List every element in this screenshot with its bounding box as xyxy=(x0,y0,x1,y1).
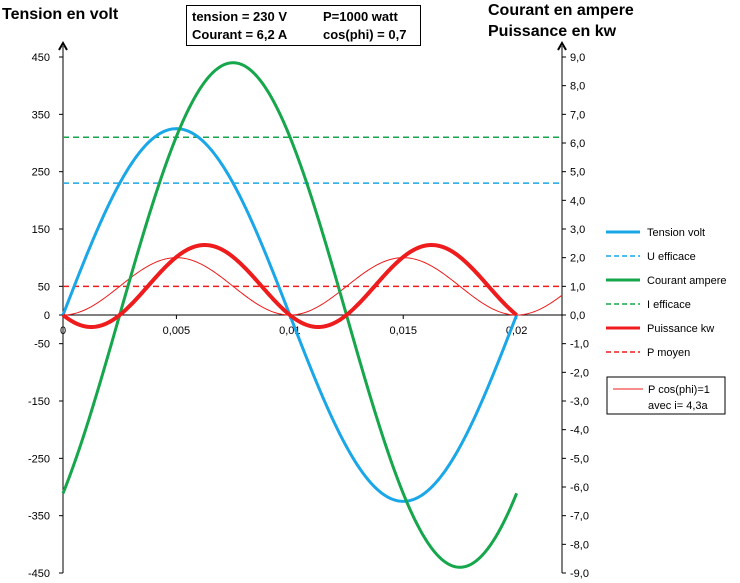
legend-label: U efficace xyxy=(647,251,696,263)
left-tick-label: -50 xyxy=(34,339,50,351)
axes-layer: 450 350 250 150 50 0 -50 -150 -250 -350 -450 9,0 8,0… xyxy=(28,40,589,580)
x-tick-label: 0,005 xyxy=(163,325,191,337)
info-cosphi: cos(phi) = 0,7 xyxy=(323,27,407,42)
left-tick-label: -450 xyxy=(28,568,50,580)
right-tick-label: -8,0 xyxy=(570,539,589,551)
series-layer xyxy=(61,61,563,569)
x-tick-label: 0,015 xyxy=(389,325,417,337)
right-tick-label: -6,0 xyxy=(570,482,589,494)
right-tick-label: 3,0 xyxy=(570,224,585,236)
right-tick-label: 0,0 xyxy=(570,310,585,322)
legend-label: Puissance kw xyxy=(647,323,714,335)
legend-label: avec i= 4,3a xyxy=(648,400,709,412)
right-axis-title-line2: Puissance en kw xyxy=(488,23,617,40)
right-tick-label: 9,0 xyxy=(570,52,585,64)
legend-label: Courant ampere xyxy=(647,275,727,287)
x-tick-label: 0 xyxy=(60,325,66,337)
right-tick-label: -1,0 xyxy=(570,339,589,351)
left-tick-label: -150 xyxy=(28,396,50,408)
left-tick-label: 250 xyxy=(32,167,50,179)
series-line-4 xyxy=(61,243,518,329)
legend-label: Tension volt xyxy=(647,227,705,239)
left-axis-title: Tension en volt xyxy=(2,6,119,23)
right-tick-label: 8,0 xyxy=(570,81,585,93)
info-current: Courant = 6,2 A xyxy=(192,27,288,42)
right-axis-title-line1: Courant en ampere xyxy=(488,2,634,19)
info-tension: tension = 230 V xyxy=(192,9,288,24)
right-tick-label: -7,0 xyxy=(570,511,589,523)
left-tick-label: 50 xyxy=(38,281,50,293)
left-tick-label: -250 xyxy=(28,453,50,465)
left-tick-label: -350 xyxy=(28,511,50,523)
left-tick-label: 0 xyxy=(44,310,50,322)
right-tick-label: 5,0 xyxy=(570,167,585,179)
right-tick-label: -5,0 xyxy=(570,453,589,465)
right-tick-label: 7,0 xyxy=(570,109,585,121)
legend-label: P cos(phi)=1 xyxy=(648,384,710,396)
info-power: P=1000 watt xyxy=(323,9,398,24)
right-tick-label: -3,0 xyxy=(570,396,589,408)
left-tick-label: 450 xyxy=(32,52,50,64)
right-tick-label: 2,0 xyxy=(570,253,585,265)
right-tick-label: 1,0 xyxy=(570,281,585,293)
right-tick-label: 6,0 xyxy=(570,138,585,150)
right-tick-label: -2,0 xyxy=(570,367,589,379)
series-line-2 xyxy=(61,61,519,569)
series-line-6 xyxy=(62,257,563,316)
legend-label: I efficace xyxy=(647,299,691,311)
right-tick-label: 4,0 xyxy=(570,195,585,207)
info-box: tension = 230 V P=1000 watt Courant = 6,… xyxy=(186,5,421,46)
left-axis-arrow xyxy=(58,40,68,51)
right-tick-label: -9,0 xyxy=(570,568,589,580)
legend: Tension volt U efficace Courant ampere I ef… xyxy=(606,227,727,415)
left-tick-label: 150 xyxy=(32,224,50,236)
right-axis-arrow xyxy=(557,40,567,51)
legend-box-pcos xyxy=(606,376,726,415)
right-tick-label: -4,0 xyxy=(570,425,589,437)
left-tick-label: 350 xyxy=(32,109,50,121)
legend-label: P moyen xyxy=(647,347,690,359)
